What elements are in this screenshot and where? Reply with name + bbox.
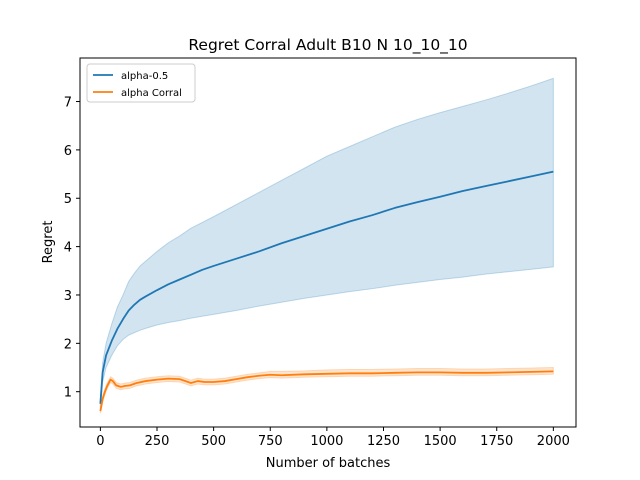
y-tick-label: 5: [64, 192, 72, 207]
x-tick-label: 0: [96, 434, 104, 449]
y-axis-title: Regret: [41, 221, 56, 264]
y-tick-label: 6: [64, 144, 72, 159]
x-tick-label: 500: [201, 434, 226, 449]
x-tick-label: 1500: [424, 434, 457, 449]
chart-title: Regret Corral Adult B10 N 10_10_10: [188, 36, 467, 55]
y-tick-label: 4: [64, 241, 72, 256]
series-1-line: [99, 370, 554, 412]
y-tick-label: 7: [64, 96, 72, 111]
plot-area: 0 250 500 750 1000 1250 1500 1750 2000 1 2 3 4 5 6 7 alp…: [64, 57, 577, 449]
x-tick-label: 2000: [537, 434, 570, 449]
y-tick-label: 3: [64, 289, 72, 304]
x-tick-label: 750: [258, 434, 283, 449]
plot-frame: [79, 57, 577, 428]
x-axis-title: Number of batches: [266, 456, 391, 471]
x-tick-label: 1750: [480, 434, 513, 449]
y-tick-label: 2: [64, 337, 72, 352]
legend-box: [86, 63, 196, 103]
legend-label: alpha Corral: [121, 88, 182, 99]
series-0-confidence-band: [99, 77, 554, 409]
legend-label: alpha-0.5: [121, 71, 168, 82]
x-tick-label: 1000: [310, 434, 343, 449]
y-tick-label: 1: [64, 386, 72, 401]
x-tick-label: 250: [145, 434, 170, 449]
series-0-line: [99, 170, 554, 404]
x-tick-label: 1250: [367, 434, 400, 449]
